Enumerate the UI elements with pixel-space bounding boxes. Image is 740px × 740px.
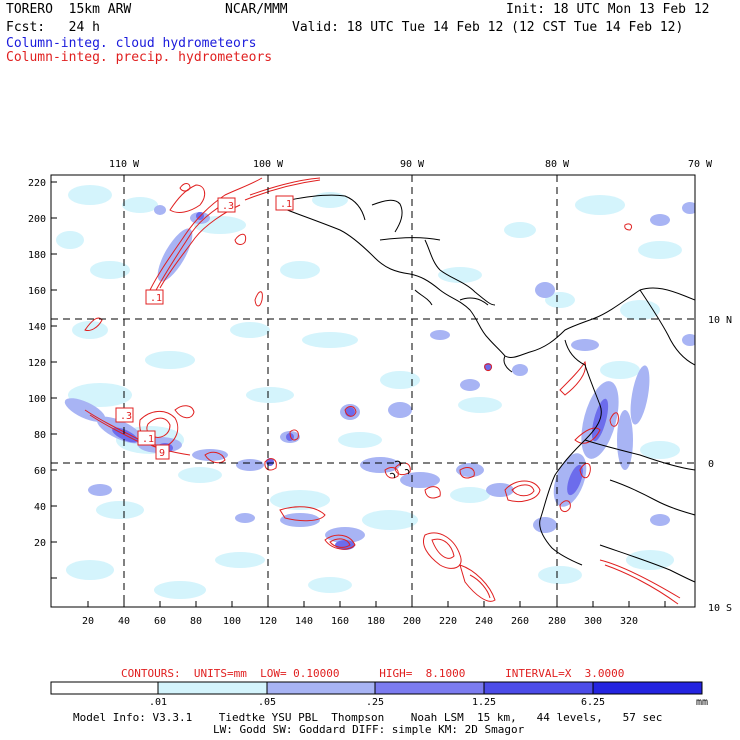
x-tick-label: 220 [439,616,457,627]
physics-info: LW: Godd SW: Goddard DIFF: simple KM: 2D… [213,723,525,736]
colorbar-label-005: .05 [257,697,277,708]
contour-label-4: .3 [115,407,134,423]
plot-frame [50,174,696,608]
svg-text:.3: .3 [222,201,234,212]
colorbar-label-625: 6.25 [580,697,606,708]
lon-label-100w: 100 W [253,159,284,170]
contour-label-1: .1 [145,289,164,305]
colorbar-label-001: .01 [148,697,168,708]
x-tick-label: 20 [82,616,94,627]
svg-text:.3: .3 [120,411,132,422]
colorbar-bin-2 [266,681,376,695]
x-tick-label: 200 [403,616,421,627]
svg-text:.1: .1 [280,199,292,210]
lat-label-10n: 10 N [708,315,732,326]
svg-text:.1: .1 [150,293,162,304]
legend-cloud: Column-integ. cloud hydrometeors [6,36,257,51]
lat-labels: 10 N 0 10 S [708,315,732,614]
svg-text:.1: .1 [142,434,154,445]
y-tick-label: 20 [34,538,46,549]
contour-value-labels: .1 .3 .1 .3 .1 9 [115,195,294,460]
map-content: .1 .3 .1 .3 .1 9 [51,175,695,607]
x-tick-marks [87,601,666,607]
y-tick-label: 60 [34,466,46,477]
x-tick-label: 300 [584,616,602,627]
x-tick-label: 180 [367,616,385,627]
lon-labels: 110 W 100 W 90 W 80 W 70 W [109,159,713,170]
colorbar [50,681,703,695]
colorbar-units: mm [695,697,709,708]
contours-info: CONTOURS: UNITS=mm LOW= 0.10000 HIGH= 8.… [121,667,625,680]
cloud-medium-patches [64,202,695,543]
colorbar-bin-0 [50,681,159,695]
x-tick-label: 160 [331,616,349,627]
org-label: NCAR/MMM [225,2,288,17]
y-tick-label: 220 [28,178,46,189]
lon-label-80w: 80 W [545,159,570,170]
lat-lon-grid [51,175,695,607]
colorbar-bin-3 [374,681,485,695]
x-tick-label: 240 [475,616,493,627]
cloud-strong-cores [112,212,609,550]
colorbar-bin-4 [483,681,594,695]
x-tick-label: 320 [620,616,638,627]
x-tick-label: 80 [190,616,202,627]
x-tick-label: 140 [295,616,313,627]
model-title: TORERO 15km ARW [6,2,132,17]
x-tick-label: 120 [259,616,277,627]
forecast-hour: Fcst: 24 h [6,20,100,35]
legend-precip: Column-integ. precip. hydrometeors [6,50,273,65]
contour-label-3: .1 [275,195,294,211]
x-tick-label: 280 [548,616,566,627]
x-tick-label: 40 [118,616,130,627]
model-info: Model Info: V3.3.1 Tiedtke YSU PBL Thomp… [73,711,663,724]
y-tick-label: 160 [28,286,46,297]
x-tick-label: 100 [223,616,241,627]
cloud-light-patches [56,185,682,599]
contour-label-5: .1 [137,430,156,446]
precip-contours [84,177,681,605]
svg-text:9: 9 [159,448,165,459]
x-tick-label: 260 [511,616,529,627]
lat-label-0: 0 [708,459,714,470]
x-tick-label: 60 [154,616,166,627]
lon-label-90w: 90 W [400,159,425,170]
lon-label-110w: 110 W [109,159,140,170]
y-tick-label: 40 [34,502,46,513]
y-tick-label: 200 [28,214,46,225]
colorbar-label-025: .25 [365,697,385,708]
init-time: Init: 18 UTC Mon 13 Feb 12 [506,2,710,17]
colorbar-bin-1 [157,681,268,695]
y-tick-label: 100 [28,394,46,405]
y-tick-labels: 220 200 180 160 140 120 100 80 60 40 20 [28,178,46,549]
y-tick-label: 180 [28,250,46,261]
colorbar-bin-5 [592,681,703,695]
y-tick-marks [51,181,57,579]
y-tick-label: 140 [28,322,46,333]
coastlines [281,194,695,583]
contour-label-6: 9 [155,444,170,460]
lat-label-10s: 10 S [708,603,732,614]
lon-label-70w: 70 W [688,159,713,170]
y-tick-label: 80 [34,430,46,441]
contour-label-2: .3 [217,197,236,213]
valid-time: Valid: 18 UTC Tue 14 Feb 12 (12 CST Tue … [292,20,684,35]
colorbar-label-125: 1.25 [471,697,497,708]
x-tick-labels: 20 40 60 80 100 120 140 160 180 200 220 … [82,616,638,627]
y-tick-label: 120 [28,358,46,369]
